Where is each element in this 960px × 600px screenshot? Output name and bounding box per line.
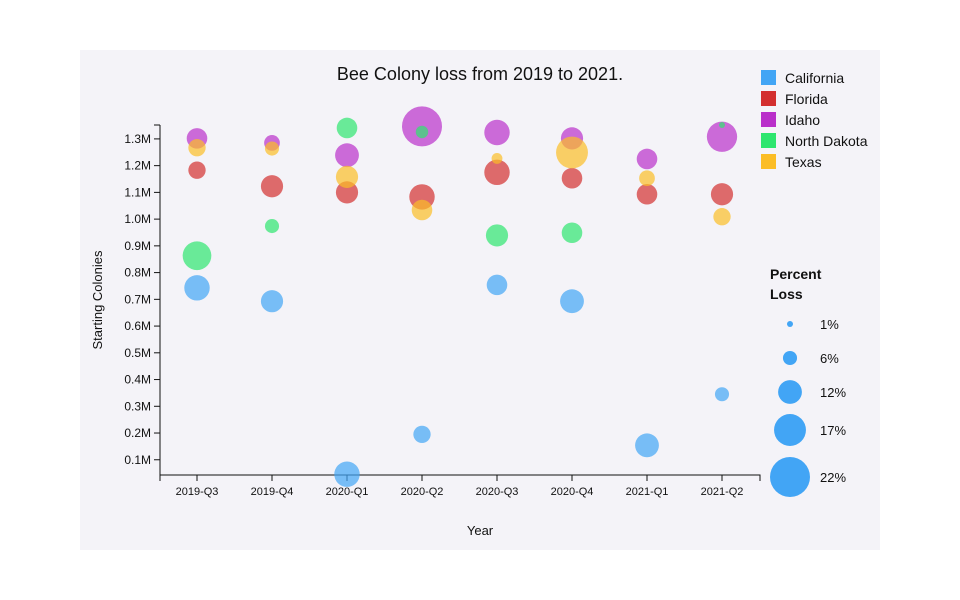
bubble-texas (639, 170, 655, 187)
x-axis-label: Year (467, 523, 494, 538)
bubble-california (486, 274, 508, 296)
x-tick-label: 2020-Q1 (326, 486, 369, 498)
size-legend-label: 6% (820, 351, 839, 366)
size-legend-circle (770, 457, 810, 497)
x-tick-label: 2021-Q2 (701, 486, 744, 498)
y-tick-label: 0.5M (124, 346, 151, 360)
x-tick-label: 2019-Q4 (251, 486, 294, 498)
legend-swatch (761, 70, 776, 85)
bubble-north-dakota (485, 224, 509, 247)
y-tick-label: 0.2M (124, 426, 151, 440)
y-tick-label: 1.1M (124, 185, 151, 199)
bubble-california (184, 275, 210, 301)
bubble-florida (188, 161, 206, 179)
bubble-texas (188, 139, 206, 157)
y-tick-label: 1.3M (124, 132, 151, 146)
y-axis-label: Starting Colonies (90, 250, 105, 349)
size-legend-label: 17% (820, 423, 846, 438)
legend-label: North Dakota (785, 133, 868, 149)
legend-swatch (761, 112, 776, 127)
size-legend-label: 12% (820, 385, 846, 400)
bubble-california (635, 433, 659, 458)
bubble-north-dakota (719, 122, 725, 128)
legend-label: Idaho (785, 112, 820, 128)
legend-swatch (761, 91, 776, 106)
bubble-idaho (484, 119, 510, 146)
x-axis-line (159, 474, 761, 481)
bubble-north-dakota (182, 241, 212, 271)
x-tick-label: 2019-Q3 (176, 486, 219, 498)
bubble-california (334, 461, 360, 487)
bubble-texas (411, 199, 433, 221)
bubble-texas (713, 208, 731, 226)
size-legend-circle (778, 380, 802, 404)
bubble-california (560, 289, 584, 314)
bubble-north-dakota (336, 117, 358, 139)
bubble-north-dakota (561, 222, 583, 244)
y-tick-label: 0.6M (124, 319, 151, 333)
bubble-idaho (706, 121, 738, 152)
size-legend-circle (774, 414, 806, 446)
bubbles (182, 106, 738, 487)
bubble-california (714, 387, 730, 402)
bubble-idaho (636, 148, 658, 170)
legend-swatch (761, 154, 776, 169)
color-legend: California Florida Idaho North Dakota Texas (761, 70, 868, 170)
bubble-florida (561, 167, 583, 189)
y-tick-label: 0.4M (124, 373, 151, 387)
y-tick-label: 1.2M (124, 159, 151, 173)
bubble-florida (636, 183, 658, 205)
bubble-texas (556, 136, 588, 169)
bubble-florida (260, 175, 284, 198)
x-tick-label: 2020-Q3 (476, 486, 519, 498)
bubble-california (260, 290, 284, 313)
y-tick-label: 0.7M (124, 292, 151, 306)
size-legend-label: 22% (820, 470, 846, 485)
y-tick-label: 0.3M (124, 399, 151, 413)
bubble-florida (335, 181, 359, 204)
bubble-texas (335, 165, 359, 188)
size-legend-circle (787, 321, 793, 327)
size-legend-title-2: Loss (770, 286, 803, 302)
legend-label: Florida (785, 91, 828, 107)
bubble-california (413, 425, 431, 444)
y-tick-label: 0.8M (124, 266, 151, 280)
axes: 0.1M 0.2M 0.3M 0.4M 0.5M 0.6M 0.7M 0.8M 0.9M 1.0M… (124, 124, 761, 498)
legend-label: Texas (785, 154, 822, 170)
bubble-texas (491, 152, 503, 164)
bubble-florida (484, 159, 510, 186)
y-axis-line (154, 124, 161, 475)
size-legend-circle (782, 350, 798, 366)
bubble-idaho (335, 143, 359, 168)
size-legend: Percent Loss 1% 6% 12% 17% 22% (770, 266, 846, 497)
bubble-north-dakota (415, 125, 429, 139)
size-legend-label: 1% (820, 317, 839, 332)
chart-panel (80, 50, 880, 550)
x-tick-label: 2021-Q1 (626, 486, 669, 498)
y-tick-label: 0.9M (124, 239, 151, 253)
legend-label: California (785, 70, 844, 86)
y-tick-label: 0.1M (124, 453, 151, 467)
legend-swatch (761, 133, 776, 148)
bubble-florida (710, 183, 734, 206)
x-tick-label: 2020-Q2 (401, 486, 444, 498)
y-tick-label: 1.0M (124, 212, 151, 226)
chart-title: Bee Colony loss from 2019 to 2021. (337, 64, 623, 84)
size-legend-title-1: Percent (770, 266, 822, 282)
x-tick-label: 2020-Q4 (551, 486, 594, 498)
bubble-texas (264, 141, 280, 156)
bubble-north-dakota (264, 219, 280, 234)
